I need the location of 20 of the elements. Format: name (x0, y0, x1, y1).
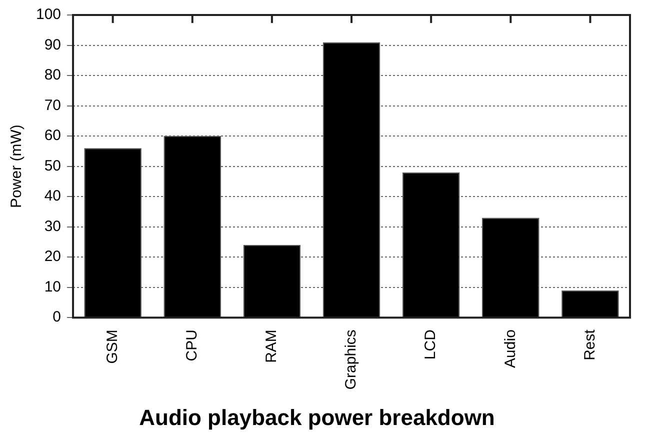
y-tick-label: 30 (44, 218, 62, 235)
x-tick-label: LCD (422, 329, 440, 360)
y-tick-label: 100 (36, 6, 62, 24)
y-tick-label: 80 (44, 66, 62, 84)
x-tick-label: Rest (581, 328, 598, 360)
x-tick-label: RAM (263, 330, 280, 363)
y-tick-label: 70 (44, 96, 62, 114)
y-axis-title: Power (mW) (8, 124, 26, 208)
x-tick-label: GSM (104, 330, 121, 364)
y-tick-label: 20 (44, 248, 62, 266)
y-tick-label: 10 (44, 278, 62, 296)
y-tick-label: 40 (44, 188, 62, 205)
y-tick-label: 0 (52, 308, 62, 326)
y-tick-label: 50 (44, 157, 62, 174)
y-tick-label: 90 (44, 36, 62, 54)
x-tick-label: Graphics (342, 330, 360, 390)
x-tick-label: CPU (184, 330, 201, 362)
x-tick-label: Audio (502, 330, 519, 368)
y-tick-label: 60 (44, 127, 62, 144)
text: Audio playback power breakdown (139, 404, 495, 430)
